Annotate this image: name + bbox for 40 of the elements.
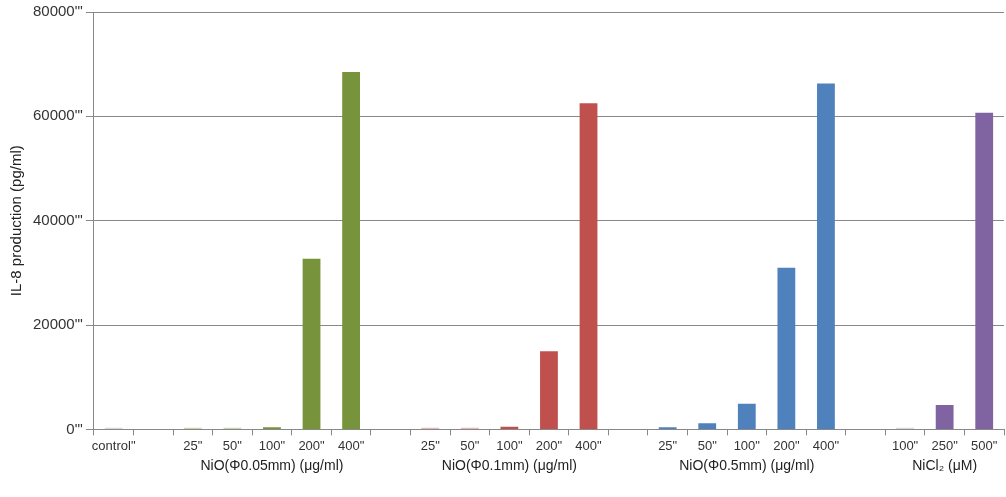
bar	[975, 112, 994, 429]
bar	[777, 267, 796, 429]
y-tick-label: 20000"'	[32, 315, 84, 333]
text: NiO(Φ0.5mm) (μg/ml)	[679, 457, 815, 474]
x-tick-label: 50"	[697, 437, 718, 453]
bar	[935, 404, 954, 429]
y-tick-label: 60000"'	[32, 106, 84, 124]
bar	[737, 403, 756, 429]
text: NiCl₂ (μM)	[912, 457, 978, 474]
x-tick-label: 500"	[971, 437, 998, 453]
y-tick-label: 40000"'	[32, 210, 84, 228]
x-tick-label: 50"	[222, 437, 243, 453]
x-tick-label: 200"	[535, 437, 563, 453]
x-tick-label: 100"	[258, 437, 286, 453]
bar	[302, 258, 321, 429]
x-tick-label: 25"	[420, 437, 441, 453]
x-tick-label: 25"	[183, 437, 203, 453]
x-tick-label: 25"	[658, 437, 678, 453]
x-tick-label: 400"	[337, 437, 365, 453]
bar	[342, 72, 361, 429]
bar	[698, 423, 717, 429]
x-tick-label: 50"	[460, 437, 480, 453]
x-tick-label: 100"	[733, 437, 761, 453]
y-axis-title: IL-8 production (pg/ml)	[7, 145, 25, 297]
bar	[500, 426, 519, 429]
y-tick-label: 0"'	[66, 419, 84, 437]
text: NiO(Φ0.05mm) (μg/ml)	[200, 457, 344, 474]
y-tick-label: 80000"'	[32, 2, 84, 20]
x-tick-label: 100"	[891, 437, 919, 453]
bar	[579, 103, 598, 429]
x-tick-label: 400"	[575, 437, 603, 453]
x-tick-label: 200"	[773, 437, 800, 453]
x-tick-label: control"	[91, 437, 136, 453]
x-tick-label: 100"	[496, 437, 523, 453]
text: NiO(Φ0.1mm) (μg/ml)	[441, 457, 577, 474]
bar	[817, 83, 835, 429]
bar	[540, 351, 558, 429]
x-tick-label: 200"	[298, 437, 326, 453]
x-tick-label: 250"	[931, 437, 959, 453]
x-tick-label: 400"	[812, 437, 840, 453]
